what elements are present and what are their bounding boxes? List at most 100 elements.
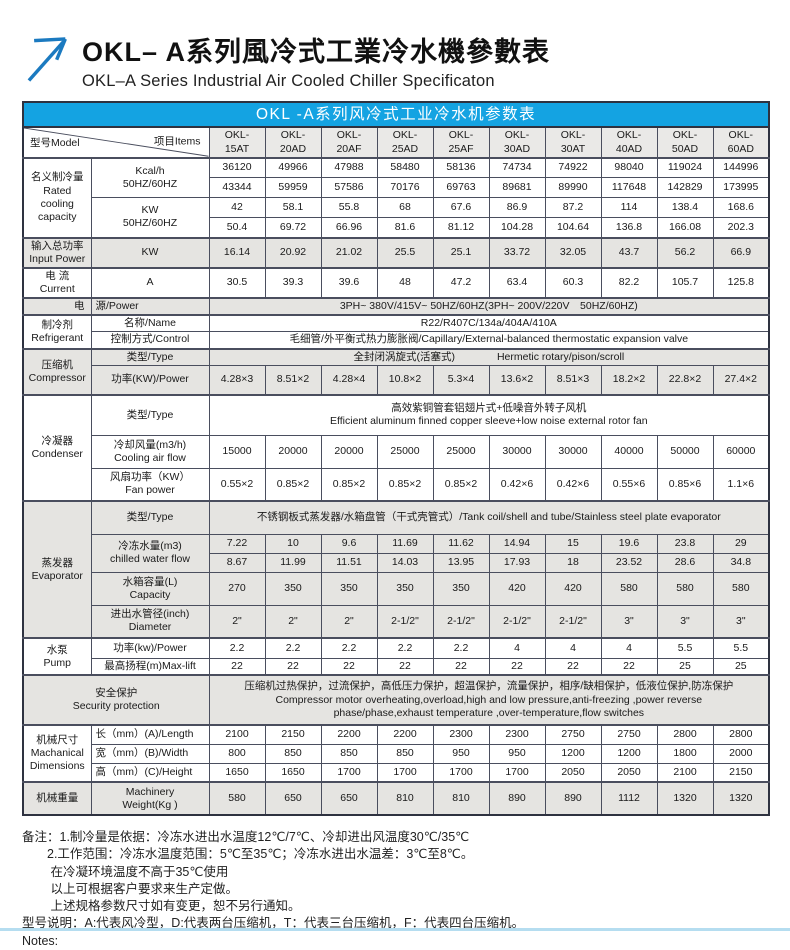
table-row: 水泵 Pump 功率(kw)/Power 2.2 2.2 2.2 2.2 2.2 4 4 4 5… [22,637,770,676]
titles: OKL– A系列風冷式工業冷水機參數表 OKL–A Series Industr… [82,30,550,91]
value-cell: 2000 [712,743,770,764]
value-cell: 1700 [320,762,378,783]
value-cell: 22 [600,657,658,676]
value-cell: 1200 [544,743,602,764]
table-row: 50.4 69.72 66.96 81.6 81.12 104.28 104.64 136.8… [23,217,770,239]
value-cell: 2" [320,604,378,639]
value-cell: 67.6 [432,197,490,219]
value-cell: 1700 [432,762,490,783]
table-caption: OKL -A系列风冷式工业冷水机参数表 [21,100,771,129]
value-cell: 104.28 [488,217,546,239]
table-row: 水箱容量(L) Capacity 270 350 350 350 350 420 420 58… [23,571,770,606]
value-cell: 74734 [488,156,546,179]
table-row: 安全保护 Security protection 压缩机过热保护，过流保护，高低… [22,674,770,726]
value-cell: 29 [712,533,770,554]
value-cell: 15000 [208,434,266,469]
value-cell: 1700 [376,762,434,783]
table-row: KW 50HZ/60HZ 42 58.1 55.8 68 67.6 86.9 87.2 114… [23,197,770,239]
value-cell: 27.4×2 [712,364,770,396]
value-cell: 650 [320,781,378,816]
table-row: 最高扬程(m)Max-lift 22 22 22 22 22 22 22 22 25 25 [23,657,770,676]
value-cell: 13.95 [432,552,490,573]
value-cell: 2050 [544,762,602,783]
value-cell: 68 [376,197,434,219]
value-cell: 0.55×2 [208,467,266,502]
value-cell: 142829 [656,177,714,199]
value-cell: 350 [376,571,434,606]
table-row: 进出水管径(inch) Diameter 2" 2" 2" 2-1/2" 2-1/2" 2… [23,604,770,639]
value-cell: 15 [544,533,602,554]
value-cell: 22 [432,657,490,676]
row-item-label: 水箱容量(L) Capacity [90,571,210,606]
value-cell: 89990 [544,177,602,199]
table-row: 机械尺寸 Machanical Dimensions 长（mm）(A)/Leng… [22,724,770,783]
value-cell: 105.7 [656,266,714,299]
table-row: 电 源/Power 3PH~ 380V/415V~ 50HZ/60HZ(3PH~… [22,297,770,316]
value-cell: 5.3×4 [432,364,490,396]
corner-cell: 型号Model 项目Items [22,126,210,159]
row-category-label: 蒸发器 Evaporator [22,500,92,639]
value-cell: 173995 [712,177,770,199]
value-cell: 0.55×6 [600,467,658,502]
value-cell: 81.6 [376,217,434,239]
table-row: 电 流 Current A 30.5 39.3 39.6 48 47.2 63.4 60.3… [22,266,770,299]
corner-model-label: 型号Model [30,136,80,149]
value-cell: 2" [208,604,266,639]
row-category-label: 名义制冷量 Rated cooling capacity [22,156,92,239]
row-item-label: 宽（mm）(B)/Width [90,743,210,764]
value-cell: 43.7 [600,236,658,269]
value-cell: 4.28×4 [320,364,378,396]
value-cell: 69763 [432,177,490,199]
value-cell: 850 [376,743,434,764]
value-cell: 20000 [320,434,378,469]
value-cell: 39.3 [264,266,322,299]
model-header-row: 型号Model 项目Items OKL- 15AT OKL- 20AD OKL- 2… [22,126,770,159]
value-cell: 48 [376,266,434,299]
value-cell: 56.2 [656,236,714,269]
row-item-label: 名称/Name [90,314,210,333]
value-cell: 0.85×2 [376,467,434,502]
value-cell: 70176 [376,177,434,199]
value-cell: 11.62 [432,533,490,554]
value-cell: 22 [320,657,378,676]
evaporator-type-value: 不锈钢板式蒸发器/水箱盘管（干式壳管式）/Tank coil/shell and… [208,500,770,535]
row-item-label: KW [90,236,210,269]
value-cell: 2-1/2" [544,604,602,639]
value-cell: 66.96 [320,217,378,239]
value-cell: 5.5 [712,637,770,659]
value-cell: 14.03 [376,552,434,573]
table-row: 风扇功率（KW） Fan power 0.55×2 0.85×2 0.85×2 0.8… [23,467,770,502]
table-caption-row: OKL -A系列风冷式工业冷水机参数表 [21,100,771,129]
row-category-label: 机械重量 [22,781,92,816]
model-header-cell: OKL- 20AF [320,126,378,159]
row-category-label: 电 流 Current [22,266,92,299]
value-cell: 2.2 [376,637,434,659]
model-header-cell: OKL- 40AD [600,126,658,159]
value-cell: 580 [208,781,266,816]
value-cell: 950 [432,743,490,764]
table-row: 名义制冷量 Rated cooling capacity Kcal/h 50HZ… [22,156,770,239]
value-cell: 1700 [488,762,546,783]
value-cell: 0.85×6 [656,467,714,502]
value-cell: 50000 [656,434,714,469]
table-row: 冷却风量(m3/h) Cooling air flow 15000 20000 20… [23,434,770,469]
value-cell: 420 [488,571,546,606]
row-item-label: 源/Power [90,297,210,316]
table-row: 机械重量 Machinery Weight(Kg ) 580 650 650 810 8… [22,781,770,816]
value-cell: 57586 [320,177,378,199]
value-cell: 25.1 [432,236,490,269]
value-cell: 4 [488,637,546,659]
value-cell: 1320 [712,781,770,816]
value-cell: 11.51 [320,552,378,573]
value-cell: 2750 [544,724,602,745]
value-cell: 350 [264,571,322,606]
value-cell: 55.8 [320,197,378,219]
model-header-cell: OKL- 30AD [488,126,546,159]
table-row: 蒸发器 Evaporator 类型/Type 不锈钢板式蒸发器/水箱盘管（干式壳… [22,500,770,639]
row-category-label: 电 [22,297,92,316]
table-row: 冷冻水量(m3) chilled water flow 7.22 10 9.6 11.… [23,533,770,573]
value-cell: 2750 [600,724,658,745]
value-cell: 19.6 [600,533,658,554]
row-item-label: 进出水管径(inch) Diameter [90,604,210,639]
value-cell: 4.28×3 [208,364,266,396]
